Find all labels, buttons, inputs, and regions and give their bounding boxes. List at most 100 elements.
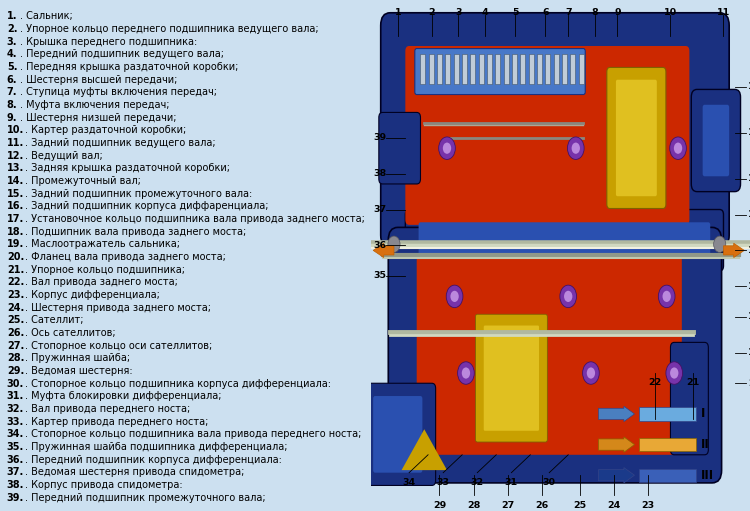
- Text: . Передняя крышка раздаточной коробки;: . Передняя крышка раздаточной коробки;: [20, 62, 238, 72]
- Bar: [520, 54, 526, 84]
- Text: 36.: 36.: [7, 455, 24, 465]
- Text: . Сателлит;: . Сателлит;: [26, 315, 84, 326]
- Bar: [640, 438, 696, 451]
- Text: 28.: 28.: [7, 354, 24, 363]
- Text: 12.: 12.: [7, 151, 24, 160]
- FancyBboxPatch shape: [417, 256, 682, 455]
- Text: 37: 37: [374, 205, 386, 214]
- Text: 29: 29: [433, 501, 446, 510]
- Circle shape: [670, 367, 679, 379]
- Text: 20.: 20.: [7, 252, 24, 262]
- Text: . Стопорное кольцо подшипника корпуса дифференциала:: . Стопорное кольцо подшипника корпуса ди…: [26, 379, 332, 389]
- Text: . Передний подшипник промежуточного вала;: . Передний подшипник промежуточного вала…: [26, 493, 266, 503]
- Text: 2.: 2.: [7, 24, 17, 34]
- Text: . Задняя крышка раздаточной коробки;: . Задняя крышка раздаточной коробки;: [26, 164, 230, 173]
- FancyArrow shape: [598, 468, 634, 483]
- Text: 38.: 38.: [7, 480, 24, 490]
- Text: 31.: 31.: [7, 391, 24, 402]
- Text: 6.: 6.: [7, 75, 17, 85]
- Circle shape: [564, 291, 572, 302]
- Text: . Установочное кольцо подшипника вала привода заднего моста;: . Установочное кольцо подшипника вала пр…: [26, 214, 365, 224]
- Text: 36: 36: [374, 241, 386, 250]
- Text: 18: 18: [748, 312, 750, 321]
- Text: . Передний подшипник корпуса дифференциала:: . Передний подшипник корпуса дифференциа…: [26, 455, 282, 465]
- Text: . Задний подшипник промежуточного вала:: . Задний подшипник промежуточного вала:: [26, 189, 253, 199]
- Text: 23: 23: [641, 501, 654, 510]
- Text: 5: 5: [512, 8, 518, 17]
- Text: 12: 12: [748, 82, 750, 91]
- Text: 11: 11: [717, 8, 730, 17]
- Circle shape: [451, 291, 459, 302]
- Bar: [470, 54, 476, 84]
- Text: . Картер привода переднего носта;: . Картер привода переднего носта;: [26, 417, 209, 427]
- Text: 7.: 7.: [7, 87, 17, 97]
- Bar: [421, 54, 425, 84]
- FancyBboxPatch shape: [419, 222, 710, 258]
- Text: . Промежуточный вал;: . Промежуточный вал;: [26, 176, 141, 186]
- Text: 30.: 30.: [7, 379, 24, 389]
- Text: 21.: 21.: [7, 265, 24, 275]
- Text: 7: 7: [565, 8, 572, 17]
- Circle shape: [572, 143, 580, 154]
- Text: 26.: 26.: [7, 328, 24, 338]
- Circle shape: [439, 137, 455, 159]
- Text: . Шестерня привода заднего моста;: . Шестерня привода заднего моста;: [26, 303, 211, 313]
- Circle shape: [670, 137, 686, 159]
- Text: 33.: 33.: [7, 417, 24, 427]
- Text: . Маслоотражатель сальника;: . Маслоотражатель сальника;: [26, 239, 181, 249]
- Text: 1: 1: [394, 8, 401, 17]
- Text: 16.: 16.: [7, 201, 24, 212]
- Bar: [454, 54, 459, 84]
- Circle shape: [462, 367, 470, 379]
- Text: 19: 19: [748, 348, 750, 357]
- Text: . Муфта блокировки дифференциала;: . Муфта блокировки дифференциала;: [26, 391, 222, 402]
- Bar: [446, 54, 451, 84]
- Text: 3: 3: [455, 8, 461, 17]
- Bar: [545, 54, 550, 84]
- Bar: [529, 54, 534, 84]
- Bar: [462, 54, 467, 84]
- FancyArrow shape: [598, 406, 634, 422]
- Text: 15: 15: [748, 210, 750, 219]
- Text: 29.: 29.: [7, 366, 24, 376]
- Text: . Подшипник вала привода заднего моста;: . Подшипник вала привода заднего моста;: [26, 227, 247, 237]
- FancyBboxPatch shape: [692, 89, 740, 192]
- FancyBboxPatch shape: [405, 210, 724, 271]
- FancyBboxPatch shape: [405, 46, 689, 225]
- Text: 14.: 14.: [7, 176, 24, 186]
- Text: . Сальник;: . Сальник;: [20, 11, 73, 21]
- Text: . Картер раздаточной коробки;: . Картер раздаточной коробки;: [26, 125, 187, 135]
- Text: . Стопорное кольцо подшипника вала привода переднего носта;: . Стопорное кольцо подшипника вала приво…: [26, 429, 361, 439]
- Text: 10: 10: [664, 8, 677, 17]
- Text: . Вал привода переднего носта;: . Вал привода переднего носта;: [26, 404, 190, 414]
- FancyBboxPatch shape: [368, 383, 436, 485]
- Text: . Муфта включения передач;: . Муфта включения передач;: [20, 100, 170, 110]
- Text: . Задний подшипник корпуса диффаренциала;: . Задний подшипник корпуса диффаренциала…: [26, 201, 269, 212]
- FancyBboxPatch shape: [379, 112, 421, 184]
- Text: . Корпус дифференциала;: . Корпус дифференциала;: [26, 290, 160, 300]
- Text: 16: 16: [748, 246, 750, 255]
- Text: 13.: 13.: [7, 164, 24, 173]
- Text: 9: 9: [614, 8, 621, 17]
- Text: . Ведомая шестерня:: . Ведомая шестерня:: [26, 366, 133, 376]
- Bar: [571, 54, 575, 84]
- Circle shape: [666, 362, 682, 384]
- Circle shape: [658, 285, 675, 308]
- Text: 32.: 32.: [7, 404, 24, 414]
- Text: 15.: 15.: [7, 189, 24, 199]
- Text: 31: 31: [505, 478, 518, 487]
- FancyBboxPatch shape: [703, 105, 729, 176]
- FancyArrow shape: [724, 243, 744, 258]
- Bar: [537, 54, 542, 84]
- Text: . Ведущий вал;: . Ведущий вал;: [26, 151, 104, 160]
- Bar: [504, 54, 509, 84]
- Text: 14: 14: [748, 174, 750, 183]
- Bar: [478, 54, 484, 84]
- FancyBboxPatch shape: [670, 342, 708, 455]
- Text: 34.: 34.: [7, 429, 24, 439]
- Text: 39: 39: [374, 133, 386, 143]
- Circle shape: [442, 143, 452, 154]
- Bar: [640, 469, 696, 482]
- Bar: [579, 54, 584, 84]
- Text: I: I: [700, 407, 705, 421]
